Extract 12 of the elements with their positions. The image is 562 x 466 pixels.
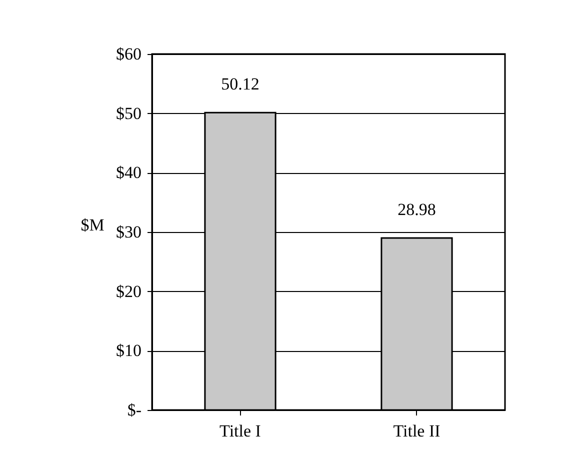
x-tick-label: Title II [393, 422, 441, 440]
y-tick-label: $- [127, 400, 142, 420]
data-label: 50.12 [221, 74, 260, 94]
y-tick-label: $50 [116, 104, 142, 123]
y-tick-label: $10 [116, 341, 142, 360]
y-tick-label: $30 [116, 222, 142, 242]
y-tick-label: $20 [116, 282, 142, 301]
x-tick-label: Title I [220, 422, 262, 440]
y-tick-label: $40 [116, 163, 142, 182]
data-label: 28.98 [398, 200, 436, 220]
y-axis-title: $M [80, 216, 104, 234]
y-tick-label: $60 [116, 44, 142, 64]
